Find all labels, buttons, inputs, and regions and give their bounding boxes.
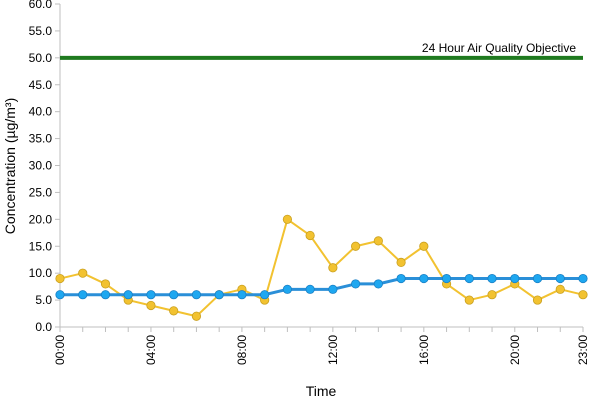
series-1-point: [351, 241, 361, 251]
series-2-point: [510, 273, 520, 284]
series-2-point: [123, 290, 133, 300]
axes: 0.0 5.0 10.0 15.0 20.0 25.0 30.0 35.0 40.0 45.0 50…: [29, 0, 590, 365]
y-tick-label: 30.0: [29, 159, 53, 173]
series-1-point: [78, 268, 88, 278]
y-tick-label: 5.0: [35, 293, 52, 307]
air-quality-objective-label: 24 Hour Air Quality Objective: [422, 41, 576, 55]
y-tick-label: 40.0: [29, 105, 53, 119]
series-2-point: [191, 290, 202, 300]
series-2-point: [146, 290, 156, 300]
x-tick-label: 04:00: [144, 335, 158, 365]
x-tick-label: 16:00: [417, 335, 431, 365]
series-1-point: [100, 279, 111, 289]
x-tick-label: 00:00: [53, 335, 67, 365]
series-2-line: [60, 277, 583, 297]
series-2-point: [328, 284, 338, 294]
series-2-point: [396, 273, 406, 284]
y-tick-label: 60.0: [29, 0, 53, 11]
series-1-point: [282, 214, 292, 224]
series-1-point: [464, 295, 474, 305]
series-2-point: [373, 279, 383, 289]
series-2-point: [487, 273, 497, 284]
series-2-point: [532, 273, 543, 284]
series-1: [55, 214, 588, 321]
series-1-point: [419, 241, 429, 251]
series-1-point: [55, 273, 65, 284]
series-1-point: [555, 284, 565, 294]
x-tick-label: 20:00: [508, 335, 522, 365]
series-2-point: [260, 290, 270, 300]
series-2-point: [55, 290, 65, 300]
x-axis-title: Time: [306, 383, 337, 399]
reference-line-layer: 24 Hour Air Quality Objective: [60, 41, 583, 60]
y-tick-label: 45.0: [29, 78, 53, 92]
series-2-point: [441, 273, 452, 284]
series-1-point: [373, 236, 383, 246]
y-tick-label: 20.0: [29, 212, 53, 226]
y-tick-label: 0.0: [35, 320, 52, 334]
y-tick-label: 50.0: [29, 51, 53, 65]
series-1-line: [59, 218, 584, 318]
y-tick-label: 35.0: [29, 132, 53, 146]
series-1-point: [191, 311, 202, 321]
y-tick-label: 55.0: [29, 24, 53, 38]
series-1-point: [305, 230, 315, 241]
series-2-point: [419, 273, 429, 284]
y-tick-label: 25.0: [29, 185, 53, 199]
series-1-point: [396, 257, 406, 267]
series-1-point: [169, 306, 179, 316]
series-2-point: [464, 273, 474, 284]
x-tick-label: 08:00: [235, 335, 249, 365]
y-tick-label: 15.0: [29, 239, 53, 253]
series-1-point: [328, 263, 338, 273]
x-tick-label: 12:00: [326, 335, 340, 365]
series-2-point: [169, 290, 179, 300]
y-tick-label: 10.0: [29, 266, 53, 280]
series-2-point: [100, 290, 111, 300]
series-1-point: [532, 295, 543, 305]
series-2-point: [78, 290, 88, 300]
series-2-point: [578, 273, 588, 284]
series-2-point: [282, 284, 292, 294]
series-1-point: [146, 300, 156, 311]
series-2-point: [237, 290, 247, 300]
series-layer: [55, 214, 588, 321]
series-2-point: [305, 284, 315, 294]
series-1-point: [487, 290, 497, 300]
y-axis-title: Concentration (µg/m³): [2, 98, 18, 234]
x-tick-label: 23:00: [576, 335, 590, 365]
series-2-point: [555, 273, 565, 284]
series-2-point: [214, 290, 224, 300]
series-2: [55, 273, 588, 300]
series-2-point: [351, 279, 361, 289]
series-1-point: [578, 290, 588, 300]
